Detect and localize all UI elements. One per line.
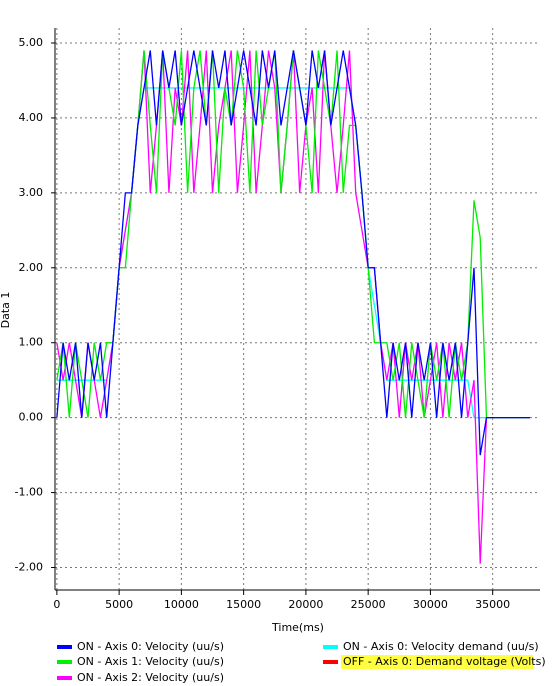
series-line (56, 50, 531, 456)
y-tick-label: 5.00 (19, 36, 44, 49)
x-axis-label: Time(ms) (271, 621, 324, 634)
y-tick-label: 0.00 (19, 411, 44, 424)
x-tick-label: 0 (53, 598, 60, 611)
y-tick-label: 2.00 (19, 261, 44, 274)
y-tick-label: 4.00 (19, 111, 44, 124)
x-tick-label: 20000 (288, 598, 323, 611)
x-tick-label: 30000 (413, 598, 448, 611)
legend-swatch (57, 645, 72, 649)
x-tick-label: 10000 (164, 598, 199, 611)
y-tick-label: 1.00 (19, 336, 44, 349)
legend-swatch (323, 645, 338, 649)
legend-label: ON - Axis 1: Velocity (uu/s) (77, 655, 224, 668)
y-axis-label: Data 1 (0, 292, 12, 329)
x-tick-label: 25000 (351, 598, 386, 611)
x-tick-label: 35000 (475, 598, 510, 611)
legend-label: OFF - Axis 0: Demand voltage (Volts) (343, 655, 546, 668)
legend-highlight (341, 655, 533, 669)
legend-label: ON - Axis 2: Velocity (uu/s) (77, 671, 224, 684)
legend-swatch (57, 660, 72, 664)
legend-label: ON - Axis 0: Velocity (uu/s) (77, 640, 224, 653)
legend-label: ON - Axis 0: Velocity demand (uu/s) (343, 640, 539, 653)
y-tick-label: 3.00 (19, 186, 44, 199)
x-tick-label: 15000 (226, 598, 261, 611)
legend-swatch (323, 660, 338, 664)
y-tick-label: -1.00 (15, 486, 43, 499)
legend-swatch (57, 676, 72, 680)
y-tick-label: -2.00 (15, 561, 43, 574)
x-tick-label: 5000 (105, 598, 133, 611)
